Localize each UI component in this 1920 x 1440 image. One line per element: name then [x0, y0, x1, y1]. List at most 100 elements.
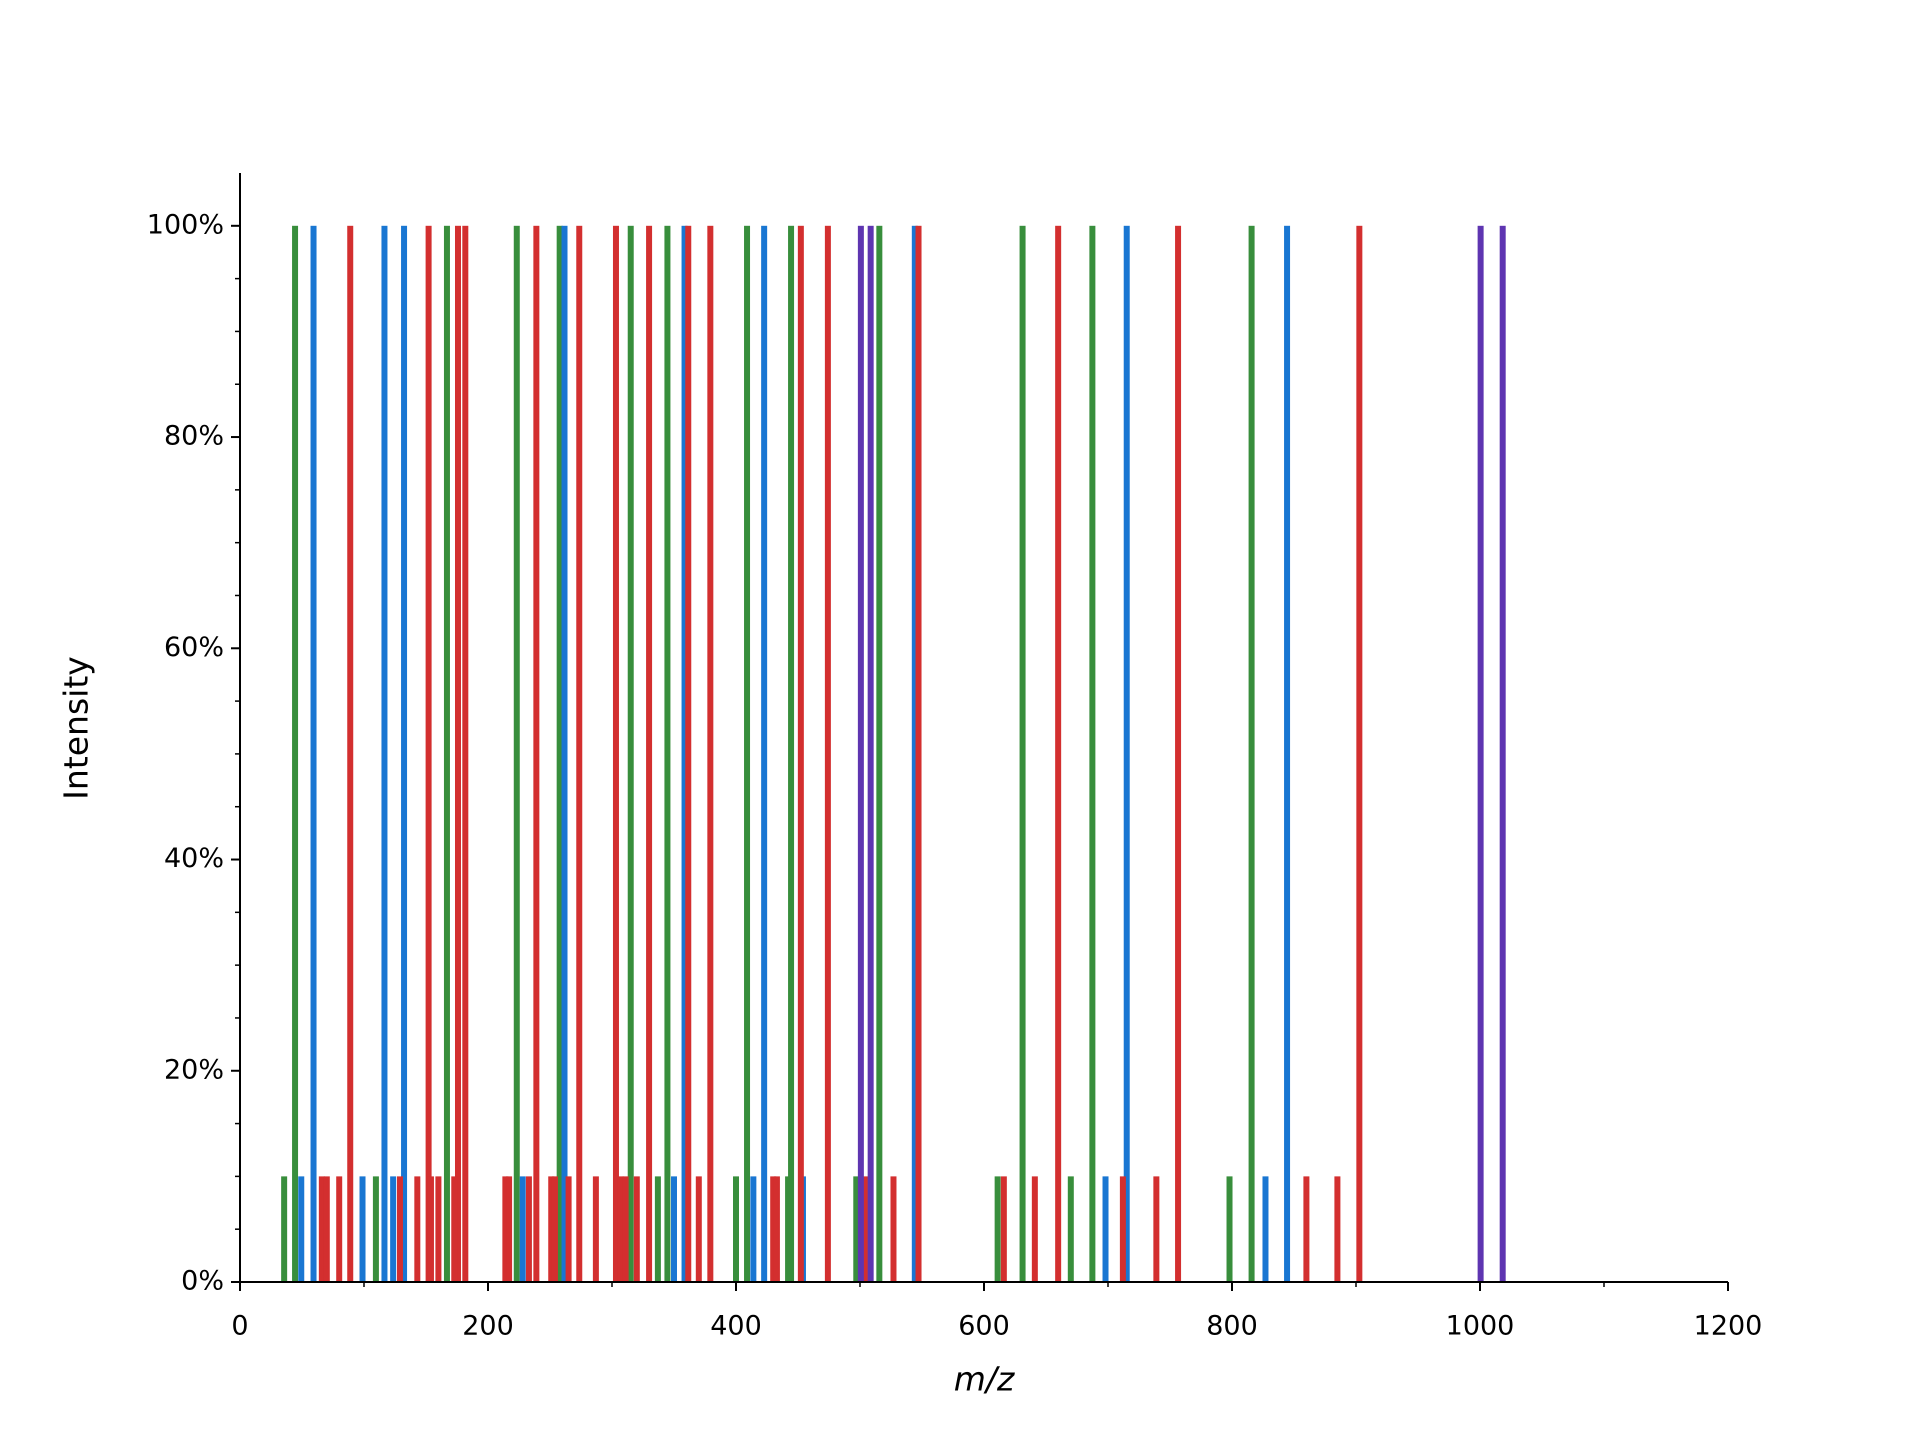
peak: [707, 225, 714, 1282]
peak: [671, 1176, 677, 1282]
peak: [565, 1176, 572, 1282]
peak: [336, 1176, 343, 1282]
peak: [1175, 225, 1182, 1282]
peak: [824, 225, 831, 1282]
x-tick-label: 200: [462, 1311, 514, 1342]
peak: [733, 1176, 739, 1282]
y-tick-label: 0%: [181, 1266, 224, 1297]
peak: [617, 1176, 624, 1282]
x-axis-label: m/z: [954, 1360, 1015, 1399]
peak: [281, 1176, 288, 1282]
peak: [797, 225, 804, 1282]
peak: [298, 1176, 305, 1282]
peak: [372, 1176, 379, 1282]
peak: [462, 225, 469, 1282]
peak: [427, 1176, 434, 1282]
peak: [1102, 1176, 1109, 1282]
peak: [1356, 225, 1363, 1282]
peak: [654, 1176, 661, 1282]
peak: [685, 225, 692, 1282]
peak: [770, 1176, 777, 1282]
peak: [347, 225, 354, 1282]
peak: [853, 1176, 860, 1282]
peak: [502, 1176, 509, 1282]
peak: [744, 225, 751, 1282]
peak: [695, 1176, 702, 1282]
x-tick-label: 600: [958, 1311, 1010, 1342]
peak: [323, 1176, 330, 1282]
peak: [396, 1176, 403, 1282]
peak: [1477, 225, 1484, 1282]
peak: [451, 1176, 458, 1282]
y-tick-label: 100%: [147, 209, 224, 240]
peak: [513, 225, 520, 1282]
peak: [1248, 225, 1255, 1282]
peak: [1055, 225, 1062, 1282]
peak: [1123, 225, 1130, 1282]
peak: [1067, 1176, 1074, 1282]
peak: [1499, 225, 1506, 1282]
peak: [548, 1176, 555, 1282]
peak: [592, 1176, 599, 1282]
x-tick-label: 800: [1206, 1311, 1258, 1342]
peak: [1153, 1176, 1160, 1282]
peak: [454, 225, 461, 1282]
y-tick-label: 40%: [164, 843, 224, 874]
peak: [525, 1176, 532, 1282]
peak: [1000, 1176, 1007, 1282]
peak: [773, 1176, 780, 1282]
peak: [1284, 225, 1291, 1282]
peak: [519, 1176, 526, 1282]
peak: [788, 225, 795, 1282]
peak: [915, 225, 922, 1282]
peak: [994, 1176, 1001, 1282]
peak: [890, 1176, 897, 1282]
peak: [1334, 1176, 1341, 1282]
peak: [443, 225, 450, 1282]
peak: [561, 225, 568, 1282]
peak: [681, 225, 688, 1282]
peak: [622, 1176, 629, 1282]
peak: [1303, 1176, 1310, 1282]
peak: [533, 225, 540, 1282]
peak: [861, 1176, 868, 1282]
peak: [576, 225, 583, 1282]
y-tick-label: 60%: [164, 632, 224, 663]
peak: [1089, 225, 1096, 1282]
peak: [506, 1176, 513, 1282]
peak: [556, 225, 563, 1282]
peak: [750, 1176, 757, 1282]
peak: [646, 225, 653, 1282]
peak: [911, 225, 918, 1282]
x-tick-label: 400: [710, 1311, 762, 1342]
peak: [876, 225, 883, 1282]
peak: [1119, 1176, 1126, 1282]
peak: [414, 1176, 421, 1282]
peak: [1019, 225, 1026, 1282]
peak: [785, 1176, 792, 1282]
peak: [1226, 1176, 1233, 1282]
peak: [359, 1176, 366, 1282]
peak: [292, 225, 299, 1282]
y-axis-label: Intensity: [57, 656, 96, 800]
peak: [401, 225, 408, 1282]
peak: [435, 1176, 442, 1282]
peak: [1262, 1176, 1269, 1282]
x-tick-label: 1000: [1446, 1311, 1515, 1342]
peak: [857, 225, 864, 1282]
peak: [310, 225, 317, 1282]
x-tick-label: 1200: [1694, 1311, 1763, 1342]
peak: [664, 225, 671, 1282]
x-tick-label: 0: [231, 1311, 248, 1342]
y-tick-label: 20%: [164, 1054, 224, 1085]
peak: [633, 1176, 640, 1282]
peak: [612, 225, 619, 1282]
peak: [425, 225, 432, 1282]
peak: [381, 225, 388, 1282]
peak: [390, 1176, 397, 1282]
peak: [627, 225, 634, 1282]
peak: [318, 1176, 325, 1282]
peak: [551, 1176, 558, 1282]
